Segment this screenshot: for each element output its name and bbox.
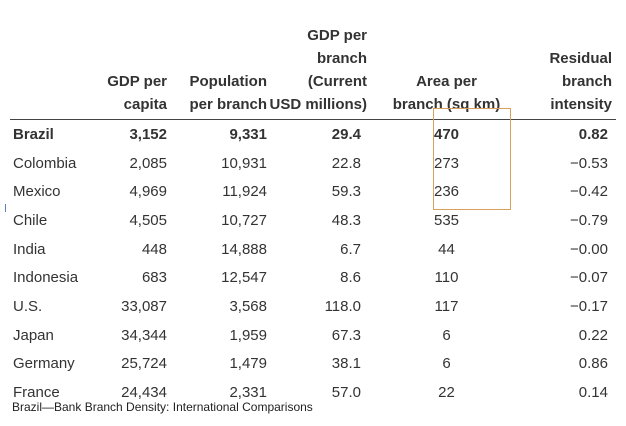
cell-population-per-branch: 1,479 [229,355,267,373]
table-row: Brazil 3,152 9,331 29.4 470 0.82 [10,120,616,149]
cell-residual-intensity: −0.17 [570,297,608,315]
cell-country: Germany [13,355,75,373]
cell-area-per-branch: 110 [434,269,459,287]
header-residual-line3: intensity [550,96,612,113]
cell-gdp-per-capita: 683 [141,269,167,287]
cell-area-per-branch: 236 [433,183,460,201]
table-row: Colombia 2,085 10,931 22.8 273 −0.53 [10,149,616,178]
cell-residual-intensity: −0.53 [570,154,608,172]
cell-area-per-branch: 117 [434,297,459,315]
comparison-table-wrapper: GDP per capita Population per branch GDP… [10,24,616,407]
cell-gdp-per-branch: 22.8 [331,154,361,172]
branch-density-table: GDP per capita Population per branch GDP… [10,24,616,407]
header-row: GDP per capita Population per branch GDP… [10,24,616,120]
cell-residual-intensity: −0.00 [570,240,608,258]
table-row: India 448 14,888 6.7 44 −0.00 [10,235,616,264]
header-population-line1: Population [189,73,268,90]
cell-country: Mexico [13,183,61,201]
cell-population-per-branch: 12,547 [221,269,267,287]
cell-residual-intensity: 0.22 [578,326,608,344]
margin-tick-mark [5,204,6,212]
cell-country: U.S. [13,297,43,315]
cell-area-per-branch: 6 [442,326,451,344]
header-gdp-per-branch: GDP per branch (Current USD millions) [267,24,379,120]
header-gdp-branch-line2: branch (Current [307,50,367,90]
cell-population-per-branch: 11,924 [222,183,267,201]
cell-gdp-per-branch: 67.3 [331,326,361,344]
cell-gdp-per-branch: 118.0 [324,297,361,315]
cell-gdp-per-branch: 57.0 [331,384,361,402]
header-gdp-per-capita-line2: capita [123,96,167,113]
table-row: U.S. 33,087 3,568 118.0 117 −0.17 [10,292,616,321]
header-gdp-branch-line1: GDP per [307,27,367,44]
cell-area-per-branch: 6 [442,355,451,373]
header-population-line2: per branch [189,96,267,113]
figure-caption: Brazil—Bank Branch Density: Internationa… [12,400,313,414]
header-gdp-per-capita: GDP per capita [105,24,167,120]
cell-area-per-branch: 22 [438,384,455,402]
cell-gdp-per-branch: 6.7 [340,240,361,258]
cell-country: Japan [13,326,54,344]
cell-residual-intensity: −0.07 [570,269,608,287]
cell-population-per-branch: 10,727 [221,211,267,229]
cell-population-per-branch: 3,568 [229,297,267,315]
cell-residual-intensity: −0.79 [570,211,608,229]
header-population-per-branch: Population per branch [167,24,267,120]
cell-residual-intensity: 0.82 [578,125,608,143]
cell-population-per-branch: 9,331 [229,125,267,143]
table-row: Mexico 4,969 11,924 59.3 236 −0.42 [10,177,616,206]
cell-residual-intensity: −0.42 [570,183,608,201]
cell-population-per-branch: 10,931 [221,154,267,172]
header-gdp-per-capita-line1: GDP per [107,73,167,90]
cell-country: India [13,240,46,258]
cell-area-per-branch: 273 [433,154,460,172]
cell-gdp-per-capita: 34,344 [121,326,167,344]
table-row: Germany 25,724 1,479 38.1 6 0.86 [10,350,616,379]
header-gdp-branch-line3: USD millions) [269,96,367,113]
cell-country: Colombia [13,154,77,172]
header-country [10,24,105,120]
cell-population-per-branch: 2,331 [229,384,267,402]
cell-gdp-per-capita: 3,152 [129,125,167,143]
header-residual-line1: Residual [549,50,612,67]
cell-country: Indonesia [13,269,79,287]
table-body: Brazil 3,152 9,331 29.4 470 0.82 Colombi… [10,120,616,407]
table-row: Japan 34,344 1,959 67.3 6 0.22 [10,321,616,350]
cell-gdp-per-branch: 59.3 [331,183,361,201]
cell-gdp-per-capita: 25,724 [121,355,167,373]
cell-gdp-per-capita: 448 [141,240,167,258]
table-row: Indonesia 683 12,547 8.6 110 −0.07 [10,263,616,292]
cell-gdp-per-branch: 29.4 [331,125,361,143]
cell-country: Chile [13,211,48,229]
cell-gdp-per-branch: 8.6 [340,269,361,287]
cell-gdp-per-capita: 24,434 [121,384,167,402]
cell-gdp-per-branch: 38.1 [331,355,361,373]
table-row: France 24,434 2,331 57.0 22 0.14 [10,378,616,407]
cell-population-per-branch: 14,888 [221,240,267,258]
cell-area-per-branch: 535 [433,211,460,229]
cell-area-per-branch: 44 [438,240,455,258]
cell-gdp-per-branch: 48.3 [331,211,361,229]
cell-gdp-per-capita: 33,087 [121,297,167,315]
cell-gdp-per-capita: 4,505 [129,211,167,229]
table-row: Chile 4,505 10,727 48.3 535 −0.79 [10,206,616,235]
cell-country: Brazil [13,125,54,143]
cell-gdp-per-capita: 4,969 [129,183,167,201]
cell-area-per-branch: 470 [433,125,460,143]
cell-population-per-branch: 1,959 [229,326,267,344]
header-residual-intensity: Residual branch intensity [514,24,616,120]
header-area-per-branch: Area per branch (sq km) [379,24,514,120]
cell-gdp-per-capita: 2,085 [129,154,167,172]
cell-country: France [13,384,60,402]
header-area-line1: Area per [416,73,477,90]
cell-residual-intensity: 0.86 [578,355,608,373]
cell-residual-intensity: 0.14 [578,384,608,402]
header-area-line2: branch (sq km) [392,96,501,113]
header-residual-line2: branch [561,73,612,90]
